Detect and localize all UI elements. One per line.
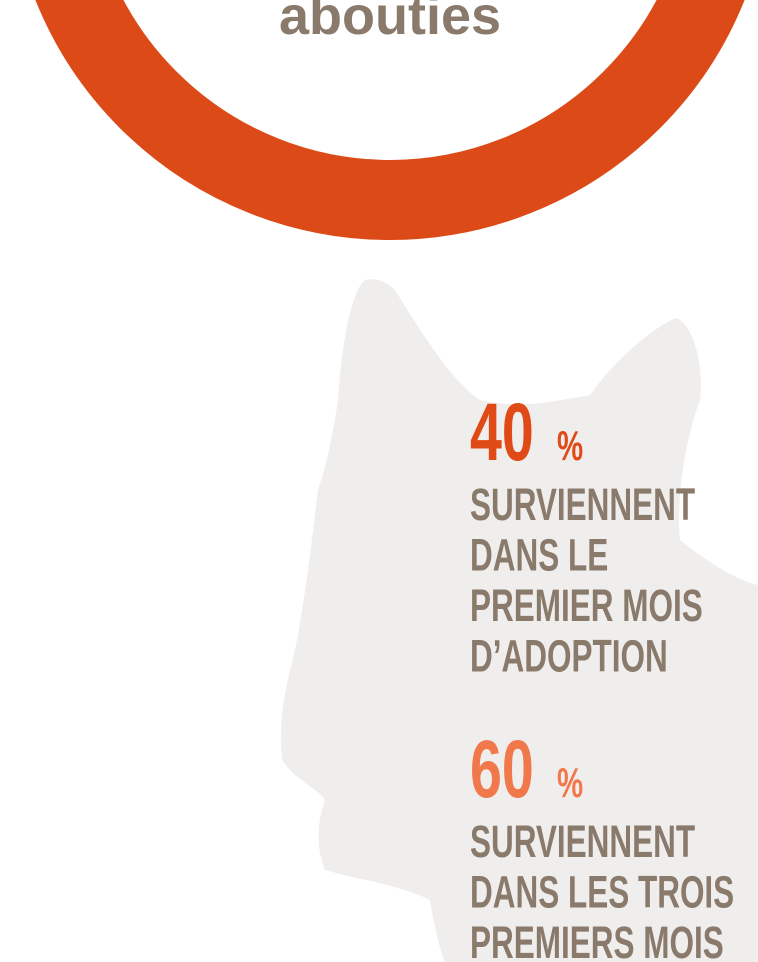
stat-unit: % bbox=[557, 759, 583, 807]
stat-unit: % bbox=[557, 422, 583, 470]
stat-line: DANS LES TROIS bbox=[470, 868, 734, 918]
stat-line: DANS LE bbox=[470, 531, 608, 581]
stat-line: SURVIENNENT bbox=[470, 818, 695, 868]
stat-line: D’ADOPTION bbox=[470, 632, 668, 682]
stat-value: 40 bbox=[470, 386, 534, 478]
stat-line: PREMIER MOIS bbox=[470, 582, 703, 632]
stat-line: PREMIERS MOIS bbox=[470, 919, 724, 962]
dog-silhouette bbox=[280, 279, 758, 962]
header-word: abouties bbox=[279, 0, 501, 46]
stat-line: SURVIENNENT bbox=[470, 481, 695, 531]
ring bbox=[35, 0, 745, 240]
stat-value: 60 bbox=[470, 723, 534, 815]
